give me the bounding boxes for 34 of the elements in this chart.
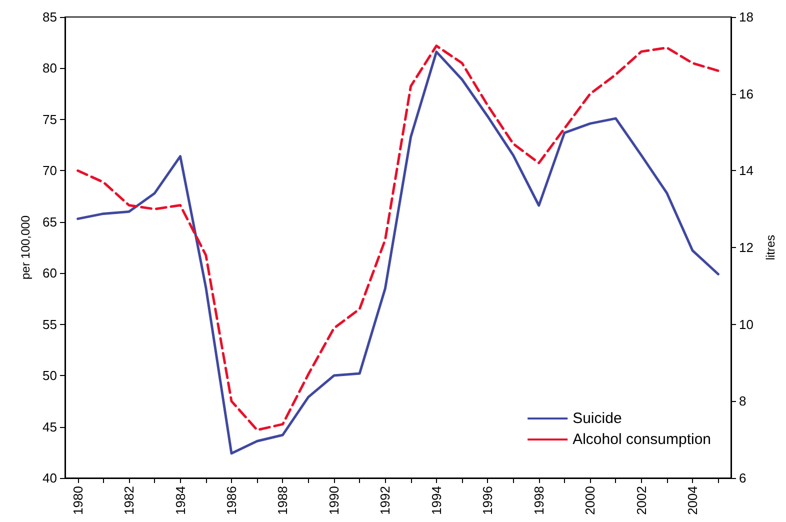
y2-tick-label: 18 (739, 10, 754, 24)
y-axis-title: per 100,000 (18, 215, 33, 280)
y2-tick-label: 14 (739, 163, 754, 178)
y2-axis-title: litres (763, 234, 778, 260)
y-tick-label: 85 (42, 10, 57, 24)
y2-tick-label: 8 (739, 394, 746, 409)
x-tick-label: 1992 (378, 486, 393, 515)
y-tick-label: 80 (42, 60, 57, 76)
x-tick-label: 1996 (480, 486, 496, 515)
x-tick-label: 1980 (70, 486, 86, 515)
y-tick-label: 70 (42, 163, 57, 178)
x-tick-label: 1988 (275, 486, 290, 515)
y-tick-label: 60 (42, 266, 57, 281)
x-tick-label: 1986 (224, 486, 239, 515)
x-tick-label: 1982 (122, 486, 137, 515)
y-tick-label: 55 (42, 316, 57, 332)
y2-tick-label: 10 (739, 316, 754, 332)
x-tick-label: 1990 (326, 486, 342, 515)
x-tick-label: 2000 (582, 486, 598, 515)
y-tick-label: 45 (42, 419, 57, 434)
y-tick-label: 40 (42, 470, 57, 486)
y2-tick-label: 6 (739, 470, 746, 486)
x-tick-label: 1994 (428, 486, 444, 515)
x-tick-label: 1998 (531, 486, 546, 515)
x-tick-label: 2004 (685, 486, 700, 515)
y2-tick-label: 16 (739, 86, 754, 102)
y2-tick-label: 12 (739, 240, 754, 255)
y-tick-label: 50 (42, 368, 57, 384)
x-tick-label: 2002 (634, 486, 649, 515)
x-tick-label: 1984 (172, 486, 188, 515)
legend-label: Suicide (572, 410, 622, 427)
y-tick-label: 65 (42, 214, 57, 230)
y-tick-label: 75 (42, 112, 57, 127)
legend-label: Alcohol consumption (572, 431, 712, 448)
